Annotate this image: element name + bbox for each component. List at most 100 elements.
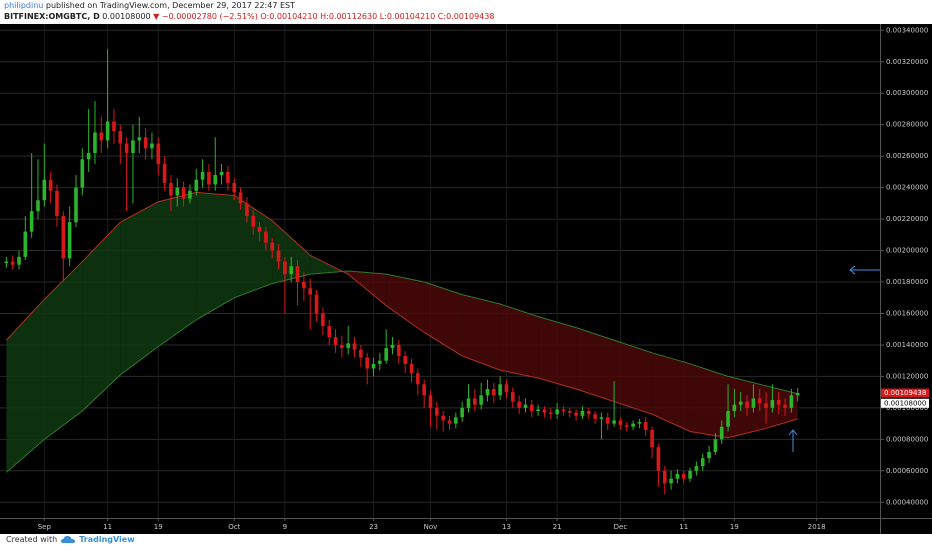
candle-body bbox=[428, 395, 433, 408]
x-tick-label: Nov bbox=[424, 523, 438, 531]
change: ▼ −0.00002780 (−2.51%) bbox=[153, 12, 258, 21]
candle-body bbox=[99, 132, 104, 141]
quote-line: BITFINEX:OMGBTC, D 0.00108000 ▼ −0.00002… bbox=[4, 11, 928, 22]
y-tick-label: 0.00100000 bbox=[886, 404, 928, 412]
close: C:0.00109438 bbox=[437, 12, 495, 21]
candle-body bbox=[770, 400, 775, 408]
candle-body bbox=[17, 256, 21, 265]
candle-body bbox=[624, 425, 629, 427]
candle-body bbox=[86, 153, 91, 160]
candle-body bbox=[517, 401, 521, 408]
candle-body bbox=[447, 420, 452, 424]
candle-body bbox=[194, 179, 199, 191]
candle-body bbox=[593, 414, 597, 419]
cloud-fill bbox=[424, 282, 463, 356]
annotation-arrow-up bbox=[788, 429, 798, 452]
y-tick-label: 0.00040000 bbox=[886, 498, 928, 506]
cloud-fill bbox=[82, 222, 121, 412]
candle-body bbox=[340, 344, 344, 349]
candle-body bbox=[105, 121, 110, 141]
candle-body bbox=[688, 470, 692, 479]
candle-body bbox=[555, 409, 559, 415]
open: O:0.00104210 bbox=[260, 12, 318, 21]
candle-body bbox=[327, 326, 332, 338]
chart: 0.00040000 0.00060000 0.00080000 0.00100000… bbox=[0, 24, 932, 534]
x-tick-label: Oct bbox=[228, 523, 240, 531]
candle-body bbox=[422, 384, 426, 396]
cloud-fill bbox=[500, 304, 539, 378]
candle-body bbox=[232, 182, 237, 193]
candle-body bbox=[61, 215, 66, 259]
candle-body bbox=[67, 222, 72, 259]
candle-body bbox=[181, 187, 186, 199]
ma-line bbox=[5, 191, 798, 439]
candle-body bbox=[650, 429, 654, 448]
candle-body bbox=[435, 407, 439, 416]
candle-body bbox=[378, 360, 382, 364]
cloud-fill bbox=[120, 201, 159, 375]
cloud-fill bbox=[348, 271, 387, 306]
candle-body bbox=[219, 171, 224, 176]
candle-body bbox=[276, 250, 281, 262]
candle-body bbox=[631, 423, 635, 427]
candle-body bbox=[529, 404, 534, 412]
candle-body bbox=[795, 393, 800, 396]
brand[interactable]: TradingView bbox=[79, 535, 135, 544]
high: H:0.00112630 bbox=[320, 12, 378, 21]
price: 0.00108000 bbox=[102, 12, 151, 21]
y-tick-label: 0.00240000 bbox=[886, 184, 928, 192]
y-tick-label: 0.00180000 bbox=[886, 278, 928, 286]
candle-body bbox=[93, 132, 97, 154]
candle-body bbox=[156, 143, 161, 165]
candle-body bbox=[283, 261, 287, 275]
candle-body bbox=[492, 388, 496, 396]
candle-body bbox=[169, 182, 173, 196]
axes: 0.00040000 0.00060000 0.00080000 0.00100000… bbox=[38, 26, 929, 531]
candle-body bbox=[371, 363, 376, 369]
candle-body bbox=[700, 458, 705, 467]
cloud-fill bbox=[652, 352, 691, 432]
candle-body bbox=[783, 404, 787, 408]
candle-body bbox=[80, 159, 85, 188]
candle-body bbox=[365, 357, 369, 369]
candle-body bbox=[745, 401, 749, 408]
cloud-fill bbox=[462, 294, 501, 371]
candle-body bbox=[738, 401, 743, 405]
logo-icon bbox=[61, 536, 76, 543]
cloud-fill bbox=[614, 340, 653, 415]
candle-body bbox=[42, 179, 47, 201]
candle-body bbox=[441, 415, 445, 421]
candle-body bbox=[548, 412, 553, 415]
candle-body bbox=[55, 190, 59, 216]
candle-body bbox=[567, 411, 572, 413]
candle-body bbox=[707, 451, 711, 459]
candle-body bbox=[409, 363, 414, 374]
low: L:0.00104210 bbox=[379, 12, 436, 21]
annotation-arrow-left bbox=[849, 265, 880, 275]
candle-body bbox=[118, 130, 123, 144]
candle-body bbox=[536, 409, 540, 412]
price-label: 0.00108000 bbox=[884, 399, 926, 407]
candle-body bbox=[637, 422, 642, 424]
candle-body bbox=[124, 143, 129, 154]
footer: Created with TradingView bbox=[6, 535, 135, 544]
cloud-fill bbox=[538, 316, 577, 389]
candle-body bbox=[384, 348, 388, 361]
candle-body bbox=[618, 420, 623, 426]
candle-body bbox=[23, 231, 28, 257]
candle-body bbox=[175, 187, 180, 196]
y-tick-label: 0.00340000 bbox=[886, 26, 928, 34]
candle-body bbox=[359, 349, 363, 358]
x-tick-label: Sep bbox=[38, 523, 52, 531]
candle-body bbox=[74, 187, 78, 223]
candle-body bbox=[466, 398, 471, 408]
y-tick-label: 0.00120000 bbox=[886, 372, 928, 380]
cloud-fill bbox=[386, 274, 425, 333]
y-tick-label: 0.00300000 bbox=[886, 89, 928, 97]
candle-body bbox=[681, 473, 686, 479]
candle-body bbox=[726, 411, 730, 427]
candle-body bbox=[289, 266, 294, 275]
header: philipdinu published on TradingView.com,… bbox=[4, 0, 928, 24]
author[interactable]: philipdinu bbox=[4, 1, 44, 10]
candle-body bbox=[694, 466, 699, 471]
